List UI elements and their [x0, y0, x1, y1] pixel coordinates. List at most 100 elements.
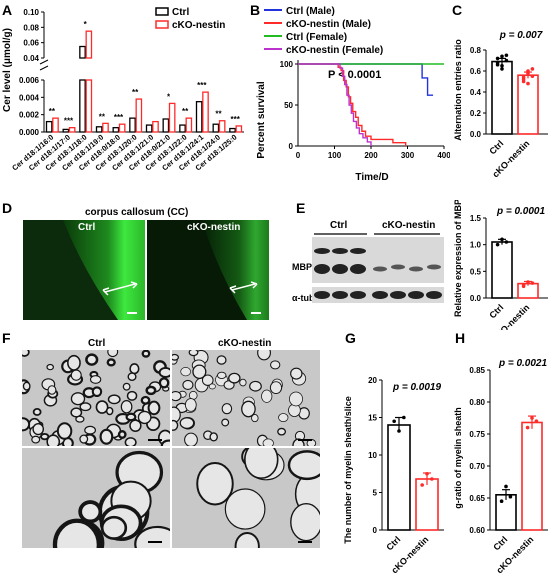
data-point: [526, 71, 530, 75]
data-point: [425, 471, 429, 476]
data-point: [420, 483, 424, 487]
chart-ytick: 0.65: [469, 494, 485, 503]
panel-a-upper-tick: 0.08: [23, 23, 39, 32]
panel-label-a: A: [2, 2, 13, 18]
data-point: [392, 419, 396, 424]
data-point: [430, 477, 434, 481]
significance-marker: *: [167, 92, 171, 101]
chart-ylabel: g-ratio of myelin sheath: [453, 407, 463, 509]
legend-swatch-cko: [155, 20, 169, 29]
panel-a-ylabel: Cer level (μmol/g): [2, 28, 13, 112]
bar-ctrl-8: [179, 124, 186, 133]
chart-ylabel: The number of myelin sheath/slice: [343, 396, 353, 544]
data-point: [508, 494, 513, 499]
chart-ytick: 0.5: [470, 267, 482, 276]
ceramide-bar-chart: Cer level (μmol/g) 0.10 0.08 0.06 0.04 0.006…: [2, 7, 244, 172]
cc-fluorescence-cko: [147, 220, 269, 320]
data-point: [500, 54, 504, 59]
legend-swatch-ctrl: [155, 7, 169, 16]
chart-ytick: 5: [373, 489, 378, 498]
chart-ytick: 0.80: [469, 398, 485, 407]
chart-pvalue: p = 0.007: [499, 30, 543, 41]
bar-ctrl: [387, 424, 411, 531]
panel-b-pvalue: P < 0.0001: [328, 69, 381, 81]
bar-cko-5: [135, 98, 143, 133]
western-blot-tubulin: [312, 287, 444, 303]
survival-curve-chart: Percent survival Time/D P < 0.0001 0 100 2…: [256, 6, 450, 183]
data-point: [500, 67, 504, 71]
panel-b-ytick: 0: [289, 142, 294, 151]
significance-marker: **: [215, 110, 222, 119]
bar-ctrl: [495, 494, 517, 531]
bar-cko-1: [68, 127, 76, 133]
bar-cko-7: [168, 102, 176, 133]
chart-ytick: 0.70: [469, 462, 485, 471]
significance-marker: ***: [114, 113, 124, 122]
chart-ytick: 1.0: [470, 241, 482, 250]
mbp-expression-bar-chart: Relative expression of MBP p = 0.0001 1.5 1…: [453, 200, 548, 330]
data-point: [530, 281, 535, 285]
bar-cko-nestin: [415, 478, 439, 531]
bar-ctrl: [491, 241, 513, 299]
bar-ctrl-3: [95, 126, 103, 133]
blot-group-lines: [314, 233, 440, 235]
legend-label-cko: cKO-nestin: [172, 20, 225, 31]
bar-ctrl-1: [62, 128, 70, 133]
data-point: [397, 429, 401, 433]
chart-pvalue: p = 0.0019: [392, 382, 442, 393]
significance-marker: **: [182, 107, 189, 116]
bar-ctrl: [491, 60, 513, 135]
panel-a-upper-tick: 0.04: [23, 54, 39, 63]
panel-b-ylabel: Percent survival: [256, 81, 267, 158]
cc-label-cko: cKO-nestin: [187, 222, 241, 233]
alternation-bar-chart: Alternation entries ratio p = 0.007 0.8 0.6…: [453, 30, 548, 179]
g-ratio-bar-chart: g-ratio of myelin sheath p = 0.0021 0.85 0.…: [453, 358, 548, 575]
data-point: [525, 425, 530, 430]
cc-fluorescence-ctrl: [23, 220, 145, 320]
legend-label-ctrl: Ctrl: [172, 7, 189, 18]
em-image-ctrl-high: [22, 448, 170, 548]
cc-image-ctrl: Ctrl: [23, 220, 145, 320]
bar-ctrl-7: [162, 118, 170, 133]
data-point: [504, 58, 509, 63]
blot-cko-label: cKO-nestin: [382, 220, 436, 231]
data-point: [530, 416, 534, 420]
panel-label-b: B: [250, 2, 261, 18]
chart-category-label: Ctrl: [487, 138, 505, 156]
panel-a-upper-tick: 0.10: [23, 8, 39, 17]
cc-image-cko: cKO-nestin: [147, 220, 269, 320]
em-label-cko: cKO-nestin: [218, 338, 272, 349]
panel-d-title: corpus callosum (CC): [85, 207, 189, 218]
blot-row-label-mbp: MBP: [292, 262, 312, 272]
bar-ctrl-6: [145, 124, 153, 133]
panel-b-xtick: 200: [364, 151, 378, 160]
data-point: [500, 63, 504, 68]
em-image-ctrl-low: [22, 350, 170, 446]
western-blot-mbp: [312, 237, 444, 283]
data-point: [521, 79, 526, 84]
chart-ytick: 0.75: [469, 430, 485, 439]
panel-b-xtick: 100: [328, 151, 342, 160]
data-point: [504, 53, 509, 58]
data-point: [526, 280, 530, 284]
chart-ytick: 0.0: [470, 130, 482, 139]
bar-ctrl-2-lower: [79, 79, 86, 133]
panel-b-xtick: 300: [401, 151, 415, 160]
chart-ytick: 0: [373, 526, 378, 535]
chart-ytick: 0.85: [469, 366, 485, 375]
chart-ytick: 1.5: [470, 214, 482, 223]
data-point: [530, 74, 535, 79]
bar-ctrl-2: [79, 45, 86, 59]
panel-b-ytick: 50: [284, 101, 293, 110]
chart-ytick: 0.6: [470, 67, 482, 76]
significance-marker: **: [99, 112, 106, 121]
legend-label: Ctrl (Male): [286, 6, 335, 17]
bar-cko-2: [85, 30, 93, 59]
blot-ctrl-label: Ctrl: [330, 220, 348, 231]
significance-marker: ***: [64, 117, 74, 126]
bar-cko-2-lower: [85, 79, 93, 133]
panel-label-f: F: [2, 330, 11, 346]
bar-ctrl-9: [195, 101, 203, 133]
bar-cko-0: [52, 117, 59, 133]
chart-category-label: Ctrl: [487, 302, 505, 320]
